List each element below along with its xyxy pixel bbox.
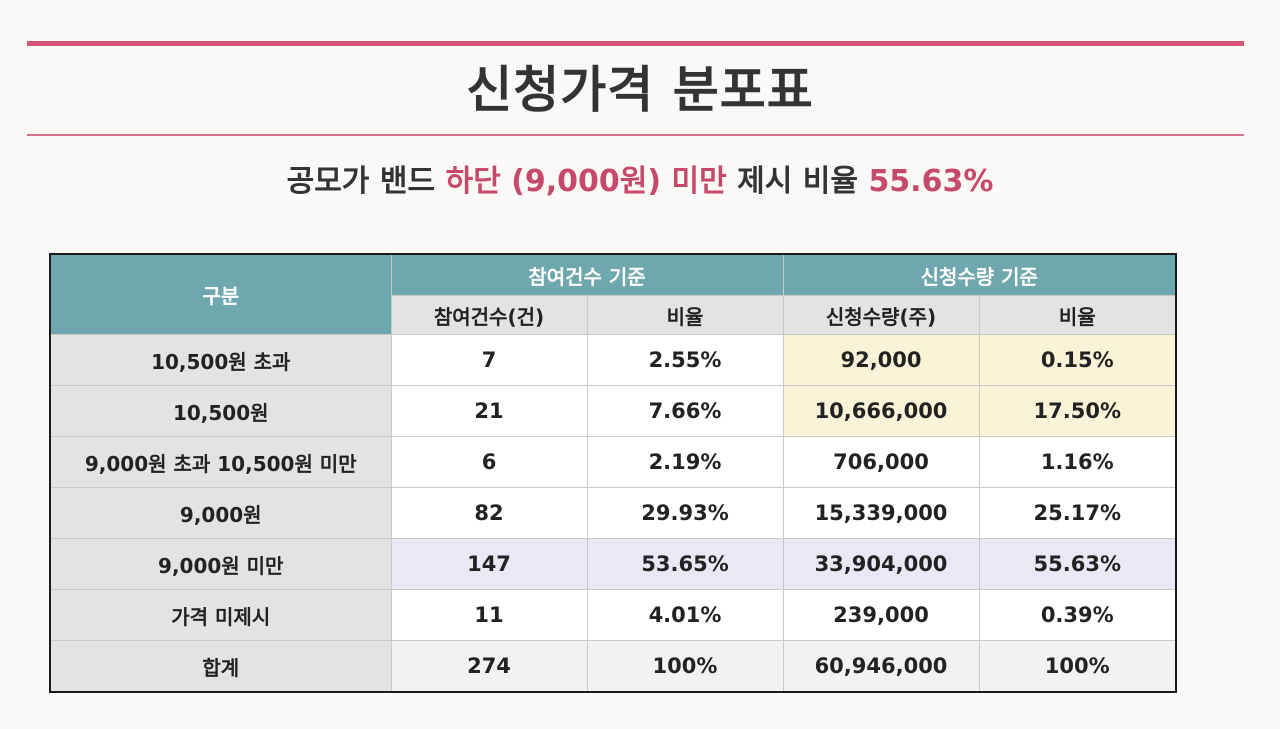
cell-quantity-ratio: 25.17% — [978, 487, 1177, 539]
header-category: 구분 — [49, 253, 392, 335]
row-label: 9,000원 — [49, 487, 392, 539]
cell-quantity-ratio: 55.63% — [978, 538, 1177, 590]
subheader-quantity-ratio: 비율 — [978, 295, 1177, 335]
cell-quantity: 33,904,000 — [782, 538, 980, 590]
table-row: 9,000원 미만 147 53.65% 33,904,000 55.63% — [49, 538, 1177, 590]
cell-count-ratio: 2.19% — [586, 436, 784, 488]
row-label: 합계 — [49, 640, 392, 693]
subheader-count-ratio: 비율 — [586, 295, 784, 335]
subheader-count: 참여건수(건) — [390, 295, 588, 335]
cell-quantity: 60,946,000 — [782, 640, 980, 693]
cell-count: 7 — [390, 334, 588, 386]
table-row: 10,500원 초과 7 2.55% 92,000 0.15% — [49, 334, 1177, 386]
row-label: 가격 미제시 — [49, 589, 392, 641]
cell-quantity: 239,000 — [782, 589, 980, 641]
subtitle-part2: 제시 비율 — [726, 164, 869, 199]
table-row: 10,500원 21 7.66% 10,666,000 17.50% — [49, 385, 1177, 437]
row-label: 10,500원 초과 — [49, 334, 392, 386]
subtitle: 공모가 밴드 하단 (9,000원) 미만 제시 비율 55.63% — [0, 158, 1280, 206]
subheader-quantity: 신청수량(주) — [782, 295, 980, 335]
cell-quantity-ratio: 100% — [978, 640, 1177, 693]
price-distribution-table: 구분 참여건수 기준 신청수량 기준 참여건수(건) 비율 신청수량(주) 비율… — [49, 253, 1177, 693]
cell-quantity-ratio: 0.15% — [978, 334, 1177, 386]
row-label: 9,000원 초과 10,500원 미만 — [49, 436, 392, 488]
subtitle-highlight-band: 하단 (9,000원) 미만 — [445, 164, 727, 199]
table-row-total: 합계 274 100% 60,946,000 100% — [49, 640, 1177, 693]
subtitle-part1: 공모가 밴드 — [286, 164, 446, 199]
cell-count: 274 — [390, 640, 588, 693]
row-label: 10,500원 — [49, 385, 392, 437]
header-group-count: 참여건수 기준 — [390, 253, 784, 296]
cell-count: 6 — [390, 436, 588, 488]
cell-quantity: 92,000 — [782, 334, 980, 386]
row-label: 9,000원 미만 — [49, 538, 392, 590]
cell-quantity: 15,339,000 — [782, 487, 980, 539]
table-row: 가격 미제시 11 4.01% 239,000 0.39% — [49, 589, 1177, 641]
cell-quantity-ratio: 17.50% — [978, 385, 1177, 437]
cell-count-ratio: 2.55% — [586, 334, 784, 386]
cell-count: 147 — [390, 538, 588, 590]
cell-count: 11 — [390, 589, 588, 641]
cell-count-ratio: 7.66% — [586, 385, 784, 437]
header-group-quantity: 신청수량 기준 — [782, 253, 1177, 296]
cell-count-ratio: 100% — [586, 640, 784, 693]
title-divider — [27, 134, 1244, 136]
cell-quantity-ratio: 1.16% — [978, 436, 1177, 488]
cell-quantity: 706,000 — [782, 436, 980, 488]
cell-count-ratio: 53.65% — [586, 538, 784, 590]
cell-quantity-ratio: 0.39% — [978, 589, 1177, 641]
cell-count: 21 — [390, 385, 588, 437]
subtitle-highlight-ratio: 55.63% — [868, 164, 994, 199]
cell-quantity: 10,666,000 — [782, 385, 980, 437]
table-row: 9,000원 초과 10,500원 미만 6 2.19% 706,000 1.1… — [49, 436, 1177, 488]
cell-count-ratio: 29.93% — [586, 487, 784, 539]
page-title: 신청가격 분포표 — [466, 61, 814, 119]
top-divider — [27, 41, 1244, 46]
cell-count: 82 — [390, 487, 588, 539]
cell-count-ratio: 4.01% — [586, 589, 784, 641]
table-row: 9,000원 82 29.93% 15,339,000 25.17% — [49, 487, 1177, 539]
